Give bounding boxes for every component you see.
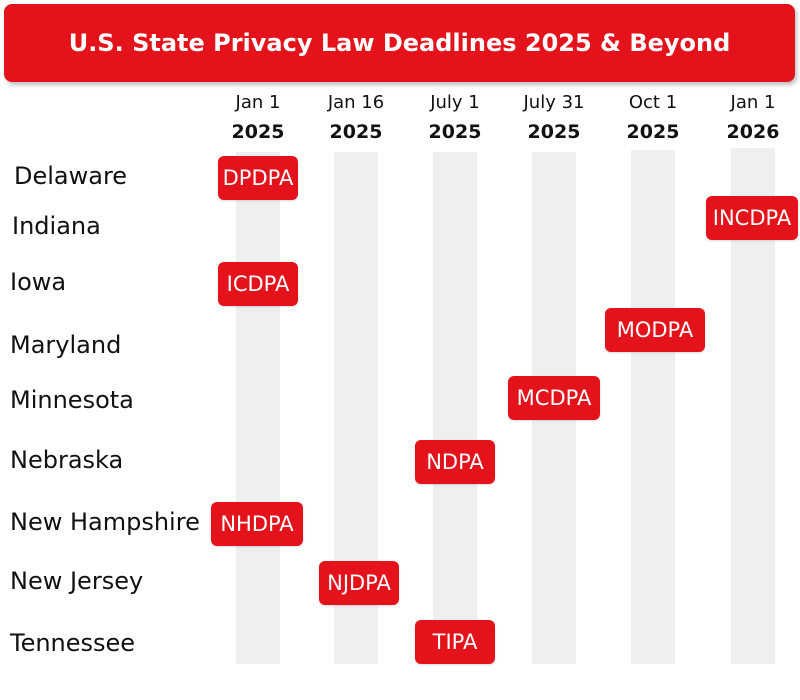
page-title: U.S. State Privacy Law Deadlines 2025 & … [68,29,731,57]
column-year: 2025 [626,121,680,143]
column-stripe [236,152,280,664]
column-year: 2025 [428,121,482,143]
column-header: Jan 1 2025 [203,92,313,146]
column-header: Jan 1 2026 [698,92,800,146]
column-stripe [631,150,675,664]
state-label: Maryland [10,331,122,359]
column-header: July 1 2025 [400,92,510,146]
state-label: New Jersey [10,567,144,595]
column-date: Jan 16 [327,92,385,113]
law-badge: DPDPA [218,156,298,200]
state-label: Delaware [14,162,128,190]
column-date: July 1 [430,92,480,113]
column-date: July 31 [523,92,585,113]
column-stripe [433,152,477,664]
law-badge: MODPA [605,308,705,352]
title-banner: U.S. State Privacy Law Deadlines 2025 & … [4,4,795,82]
law-badge: TIPA [415,620,495,664]
state-label: New Hampshire [10,508,200,536]
law-badge: ICDPA [218,262,298,306]
state-label: Iowa [10,268,67,296]
law-badge: INCDPA [706,196,798,240]
state-label: Indiana [12,212,101,240]
law-badge: MCDPA [508,376,600,420]
column-date: Oct 1 [628,92,678,113]
state-label: Nebraska [10,446,124,474]
column-year: 2025 [231,121,285,143]
state-label: Tennessee [10,629,136,657]
column-header: Jan 16 2025 [301,92,411,146]
column-year: 2026 [726,121,780,143]
column-year: 2025 [329,121,383,143]
column-year: 2025 [527,121,581,143]
column-date: Jan 1 [235,92,281,113]
law-badge: NHDPA [211,502,303,546]
state-label: Minnesota [10,386,134,414]
column-header: Oct 1 2025 [598,92,708,146]
column-header: July 31 2025 [499,92,609,146]
law-badge: NJDPA [319,561,399,605]
column-date: Jan 1 [730,92,776,113]
law-badge: NDPA [415,440,495,484]
